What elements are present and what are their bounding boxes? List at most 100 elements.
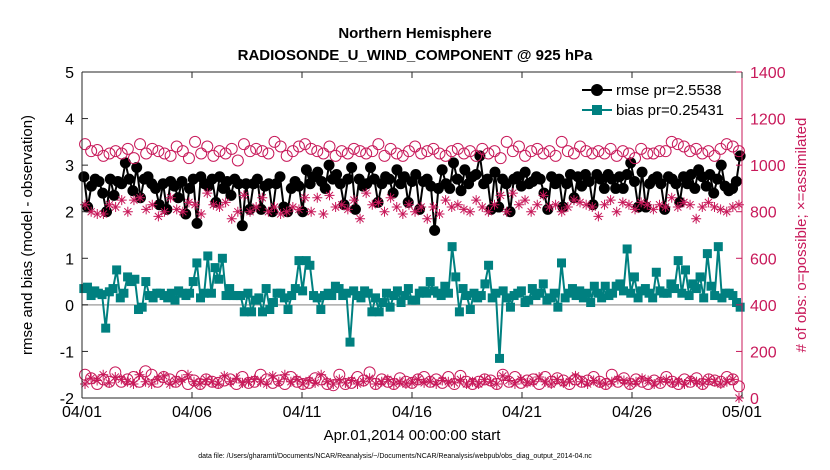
data-point-1-120 — [516, 286, 526, 296]
data-point-1-106 — [465, 305, 475, 315]
data-point-2-74 — [531, 142, 544, 155]
data-point-2-99 — [684, 145, 697, 158]
data-point-5-2 — [92, 375, 103, 386]
data-point-2-6 — [115, 147, 128, 160]
data-point-3-5 — [110, 202, 121, 213]
data-point-5-48 — [370, 379, 381, 390]
data-point-1-136 — [575, 286, 585, 296]
data-point-0-148 — [636, 166, 648, 178]
data-point-5-55 — [413, 374, 424, 385]
data-point-0-162 — [689, 182, 701, 194]
y-right-axis-label: # of obs: o=possible; ×=assimilated — [793, 118, 810, 353]
data-point-2-102 — [702, 145, 715, 158]
data-point-1-46 — [247, 307, 257, 317]
data-point-0-122 — [538, 187, 550, 199]
data-point-1-160 — [662, 288, 672, 298]
data-point-3-46 — [361, 188, 372, 199]
legend-rmse-marker — [591, 84, 603, 96]
data-point-3-106 — [727, 202, 738, 213]
data-point-5-91 — [631, 376, 642, 387]
data-point-5-7 — [122, 376, 133, 387]
data-point-1-151 — [629, 272, 639, 282]
data-point-3-7 — [122, 206, 133, 217]
data-point-0-153 — [655, 178, 667, 190]
data-point-5-88 — [612, 374, 623, 385]
data-point-2-49 — [378, 149, 391, 162]
data-point-3-0 — [80, 199, 91, 210]
data-point-3-99 — [685, 199, 696, 210]
data-point-1-25 — [170, 295, 180, 305]
data-point-0-143 — [617, 182, 629, 194]
data-point-1-16 — [137, 302, 147, 312]
data-point-3-1 — [86, 206, 97, 217]
data-point-2-3 — [97, 149, 110, 162]
data-point-5-30 — [261, 379, 272, 390]
data-point-0-141 — [610, 182, 622, 194]
data-point-1-50 — [261, 284, 271, 294]
data-point-4-103 — [702, 373, 715, 386]
data-point-3-103 — [709, 202, 720, 213]
data-point-1-51 — [265, 305, 275, 315]
data-point-1-60 — [298, 286, 308, 296]
data-point-2-9 — [134, 138, 147, 151]
data-point-3-64 — [471, 195, 482, 206]
data-point-3-91 — [636, 197, 647, 208]
data-point-2-61 — [451, 142, 464, 155]
data-point-1-11 — [119, 288, 129, 298]
data-point-5-8 — [128, 379, 139, 390]
data-point-3-31 — [269, 202, 280, 213]
data-point-5-92 — [637, 373, 648, 384]
data-point-1-78 — [363, 288, 373, 298]
data-point-5-9 — [134, 369, 145, 380]
data-point-1-166 — [684, 291, 694, 301]
data-point-1-1 — [82, 282, 92, 292]
data-point-2-53 — [402, 145, 415, 158]
plot-area — [82, 72, 742, 398]
y-right-tick-label: 1400 — [750, 65, 786, 82]
data-point-5-36 — [298, 379, 309, 390]
data-point-5-52 — [394, 376, 405, 387]
data-point-1-38 — [217, 253, 227, 263]
data-point-0-28 — [183, 182, 195, 194]
data-point-2-68 — [494, 152, 507, 165]
data-point-1-155 — [644, 288, 654, 298]
data-point-0-121 — [534, 173, 546, 185]
y-tick-label: 3 — [65, 158, 74, 175]
data-point-0-145 — [625, 157, 637, 169]
data-point-2-4 — [103, 147, 116, 160]
data-point-0-157 — [670, 178, 682, 190]
data-point-3-23 — [220, 197, 231, 208]
data-point-5-93 — [643, 375, 654, 386]
data-point-1-17 — [141, 277, 151, 287]
data-point-0-128 — [561, 178, 573, 190]
data-point-0-81 — [383, 173, 395, 185]
data-point-5-42 — [334, 374, 345, 385]
data-point-3-19 — [196, 209, 207, 220]
data-point-1-178 — [728, 291, 738, 301]
y-right-tick-label: 400 — [750, 298, 777, 315]
data-point-0-70 — [342, 173, 354, 185]
data-point-3-76 — [544, 202, 555, 213]
data-point-3-104 — [715, 204, 726, 215]
data-point-2-12 — [152, 145, 165, 158]
data-point-3-8 — [128, 195, 139, 206]
data-point-5-50 — [382, 374, 393, 385]
data-point-3-50 — [385, 192, 396, 203]
data-point-2-96 — [665, 135, 678, 148]
data-point-2-13 — [158, 147, 171, 160]
data-point-4-68 — [490, 378, 503, 391]
data-point-1-156 — [648, 293, 658, 303]
data-point-1-84 — [385, 302, 395, 312]
data-point-2-57 — [427, 142, 440, 155]
data-point-1-12 — [123, 272, 133, 282]
data-point-1-109 — [476, 291, 486, 301]
data-point-1-87 — [396, 298, 406, 308]
data-point-5-6 — [116, 374, 127, 385]
data-point-0-43 — [240, 178, 252, 190]
data-point-0-8 — [108, 189, 120, 201]
data-point-5-13 — [158, 370, 169, 381]
data-point-2-78 — [555, 135, 568, 148]
data-point-2-63 — [464, 145, 477, 158]
data-point-0-13 — [127, 185, 139, 197]
data-point-1-54 — [276, 288, 286, 298]
